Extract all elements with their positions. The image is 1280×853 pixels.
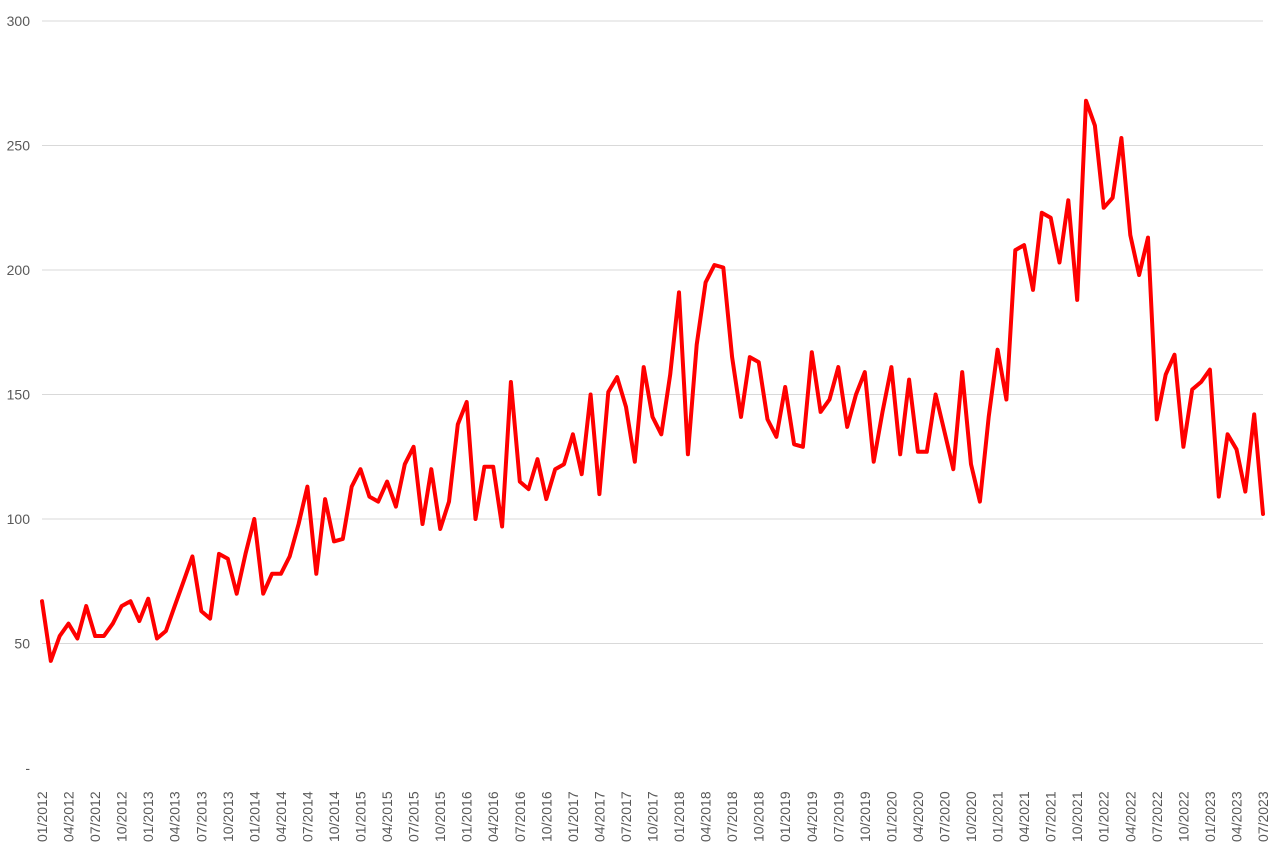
x-tick-label: 04/2013 bbox=[167, 791, 183, 842]
x-tick-label: 07/2020 bbox=[936, 791, 952, 842]
x-tick-label: 07/2019 bbox=[830, 791, 846, 842]
x-tick-label: 07/2015 bbox=[406, 791, 422, 842]
x-tick-label: 01/2019 bbox=[777, 791, 793, 842]
x-tick-label: 10/2018 bbox=[751, 791, 767, 842]
series-line bbox=[40, 98, 1265, 663]
x-tick-label: 10/2012 bbox=[114, 791, 130, 842]
x-tick-label: 10/2022 bbox=[1175, 791, 1191, 842]
x-tick-label: 04/2015 bbox=[379, 791, 395, 842]
x-tick-label: 01/2015 bbox=[353, 791, 369, 842]
x-tick-label: 07/2021 bbox=[1043, 791, 1059, 842]
y-tick-label: 150 bbox=[7, 387, 31, 403]
x-tick-label: 07/2017 bbox=[618, 791, 634, 842]
y-tick-label: 100 bbox=[7, 511, 31, 527]
x-tick-label: 07/2013 bbox=[193, 791, 209, 842]
x-tick-label: 01/2014 bbox=[246, 791, 262, 842]
x-tick-label: 10/2015 bbox=[432, 791, 448, 842]
x-tick-label: 04/2016 bbox=[485, 791, 501, 842]
x-tick-label: 07/2012 bbox=[87, 791, 103, 842]
x-tick-label: 10/2020 bbox=[963, 791, 979, 842]
x-tick-label: 07/2016 bbox=[512, 791, 528, 842]
x-tick-label: 01/2012 bbox=[34, 791, 50, 842]
x-tick-label: 10/2021 bbox=[1069, 791, 1085, 842]
x-tick-label: 10/2017 bbox=[645, 791, 661, 842]
x-tick-label: 01/2018 bbox=[671, 791, 687, 842]
x-tick-label: 04/2012 bbox=[61, 791, 77, 842]
x-tick-label: 01/2017 bbox=[565, 791, 581, 842]
x-tick-label: 01/2022 bbox=[1096, 791, 1112, 842]
x-tick-label: 04/2023 bbox=[1228, 791, 1244, 842]
x-tick-label: 07/2022 bbox=[1149, 791, 1165, 842]
x-tick-label: 04/2014 bbox=[273, 791, 289, 842]
x-tick-label: 10/2019 bbox=[857, 791, 873, 842]
x-tick-label: 07/2023 bbox=[1255, 791, 1271, 842]
gridlines bbox=[42, 20, 1263, 644]
series-layer bbox=[40, 98, 1265, 663]
y-tick-label: 200 bbox=[7, 262, 31, 278]
x-tick-label: 10/2014 bbox=[326, 791, 342, 842]
y-tick-label: 50 bbox=[14, 636, 30, 652]
x-tick-label: 04/2021 bbox=[1016, 791, 1032, 842]
x-tick-label: 01/2021 bbox=[990, 791, 1006, 842]
x-tick-label: 04/2020 bbox=[910, 791, 926, 842]
y-tick-label: - bbox=[25, 760, 30, 776]
x-tick-label: 10/2016 bbox=[538, 791, 554, 842]
x-tick-label: 07/2014 bbox=[299, 791, 315, 842]
x-tick-label: 04/2017 bbox=[591, 791, 607, 842]
x-tick-label: 04/2022 bbox=[1122, 791, 1138, 842]
x-tick-label: 07/2018 bbox=[724, 791, 740, 842]
x-tick-label: 10/2013 bbox=[220, 791, 236, 842]
x-tick-label: 01/2013 bbox=[140, 791, 156, 842]
x-tick-label: 04/2018 bbox=[698, 791, 714, 842]
x-tick-label: 01/2020 bbox=[883, 791, 899, 842]
y-tick-label: 250 bbox=[7, 138, 31, 154]
x-tick-label: 04/2019 bbox=[804, 791, 820, 842]
x-tick-label: 01/2023 bbox=[1202, 791, 1218, 842]
x-tick-label: 01/2016 bbox=[459, 791, 475, 842]
y-tick-label: 300 bbox=[7, 13, 31, 29]
y-axis-ticks: - 50 100 150 200 250 300 bbox=[7, 13, 31, 776]
x-axis-ticks: 01/2012 04/2012 07/2012 10/2012 01/2013 04/20… bbox=[34, 791, 1271, 842]
